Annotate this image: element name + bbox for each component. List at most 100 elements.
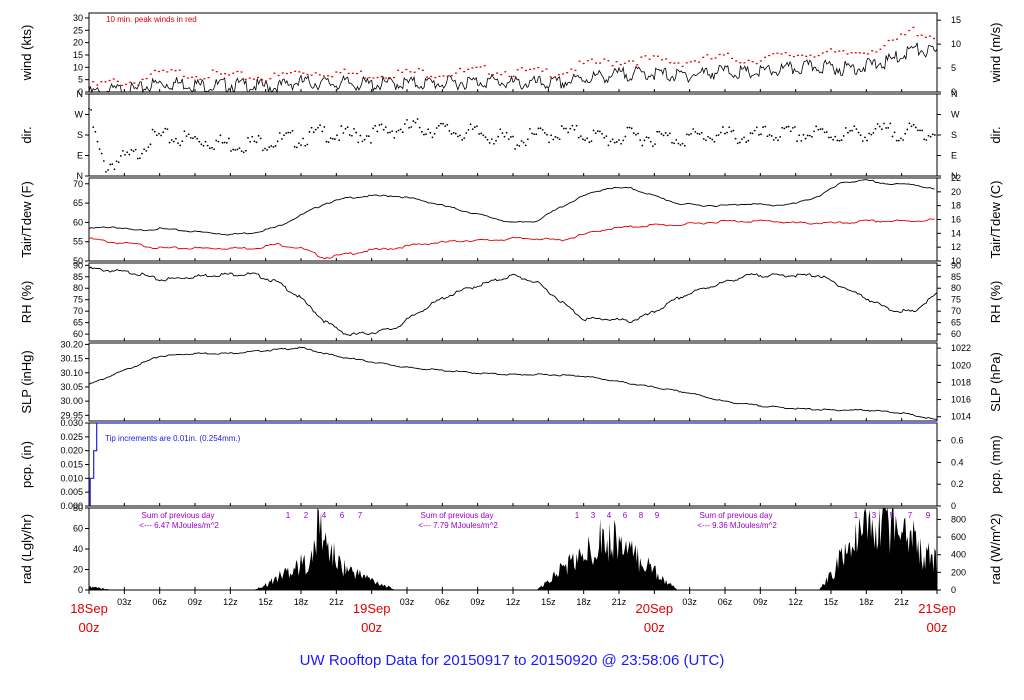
wind-direction-point: [654, 143, 656, 146]
wind-direction-point: [228, 137, 230, 140]
wind-direction-point: [736, 142, 739, 145]
wind-direction-point: [391, 130, 394, 133]
wind-direction-point: [350, 134, 353, 137]
wind-direction-point: [304, 144, 307, 147]
radiation-peak-marker: 1: [575, 511, 580, 520]
wind-direction-point: [215, 139, 218, 142]
wind-direction-point: [469, 123, 472, 126]
tair-series-line: [88, 179, 935, 236]
y-axis-label-right-3: RH (%): [988, 281, 1003, 324]
wind-direction-point: [690, 132, 692, 135]
wind-direction-point: [558, 138, 561, 141]
wind-direction-point: [753, 129, 756, 132]
wind-direction-point: [440, 122, 442, 125]
wind-direction-point: [181, 140, 184, 143]
ytick-label-right-4-4: 1022: [951, 343, 971, 353]
radiation-peak-marker: 4: [322, 511, 327, 520]
wind-direction-point: [743, 136, 745, 139]
wind-direction-point: [376, 130, 379, 133]
wind-direction-point: [323, 126, 326, 128]
wind-direction-point: [266, 149, 268, 151]
ytick-label-left-1-4: N: [77, 89, 84, 99]
ytick-label-left-4-2: 30.05: [60, 382, 83, 392]
wind-direction-point: [649, 140, 652, 143]
ytick-label-right-3-2: 70: [951, 306, 961, 316]
wind-direction-point: [541, 128, 544, 131]
xtick-hour-label: 03z: [682, 597, 697, 607]
wind-direction-point: [372, 127, 374, 130]
ytick-label-right-2-6: 22: [951, 173, 961, 183]
xtick-hour-label: 09z: [188, 597, 203, 607]
y-axis-label-left-6: rad (Lgly/hr): [19, 514, 34, 584]
wind-direction-point: [357, 141, 360, 144]
ytick-label-left-3-5: 85: [73, 272, 83, 282]
wind-direction-point: [539, 127, 542, 130]
wind-direction-point: [567, 131, 570, 134]
wind-direction-point: [278, 132, 281, 134]
radiation-peak-marker: 2: [304, 511, 309, 520]
wind-direction-point: [855, 128, 858, 131]
ytick-label-right-1-2: S: [951, 130, 957, 140]
radiation-peak-marker: 7: [358, 511, 363, 520]
wind-direction-point: [705, 139, 707, 142]
wind-direction-point: [499, 128, 502, 131]
wind-direction-point: [859, 134, 862, 137]
wind-direction-point: [811, 135, 813, 138]
wind-direction-point: [370, 141, 372, 144]
ytick-label-right-2-0: 10: [951, 256, 961, 266]
wind-direction-point: [177, 142, 179, 145]
wind-direction-point: [603, 136, 606, 139]
wind-direction-point: [486, 138, 489, 141]
wind-direction-point: [117, 161, 120, 164]
wind-direction-point: [851, 129, 854, 132]
wind-direction-point: [319, 124, 321, 127]
radiation-peak-marker: 3: [872, 511, 877, 520]
wind-direction-point: [365, 135, 368, 137]
wind-direction-point: [448, 130, 451, 132]
wind-direction-point: [522, 141, 525, 144]
wind-direction-point: [662, 134, 665, 137]
wind-direction-point: [537, 127, 540, 130]
wind-direction-point: [168, 141, 171, 144]
wind-direction-point: [794, 126, 796, 128]
wind-direction-point: [738, 141, 741, 144]
wind-direction-point: [897, 139, 900, 142]
wind-direction-point: [232, 148, 235, 151]
y-axis-label-left-4: SLP (inHg): [19, 350, 34, 413]
ytick-label-left-6-3: 60: [73, 524, 83, 534]
wind-direction-point: [531, 132, 533, 135]
day-sum-value: <--- 7.79 MJoules/m^2: [418, 521, 498, 530]
wind-direction-point: [143, 148, 146, 151]
wind-direction-point: [804, 137, 807, 140]
ytick-label-right-3-4: 80: [951, 283, 961, 293]
ytick-label-right-6-4: 800: [951, 514, 966, 524]
wind-direction-point: [444, 125, 447, 128]
wind-direction-point: [726, 131, 729, 134]
ytick-label-right-1-0: N: [951, 171, 958, 181]
wind-direction-point: [456, 135, 459, 138]
wind-direction-point: [450, 132, 453, 135]
wind-direction-point: [213, 148, 215, 151]
wind-direction-point: [100, 152, 103, 155]
wind-direction-point: [420, 130, 423, 133]
wind-direction-point: [191, 137, 194, 140]
ytick-label-left-6-1: 20: [73, 565, 83, 575]
wind-direction-point: [272, 146, 275, 148]
day-sum-value: <--- 6.47 MJoules/m^2: [139, 521, 219, 530]
wind-direction-point: [923, 138, 926, 141]
wind-direction-point: [361, 140, 364, 143]
wind-direction-point: [906, 128, 909, 131]
wind-direction-point: [387, 131, 389, 134]
ytick-label-left-5-2: 0.010: [60, 473, 83, 483]
day-sum-label: Sum of previous day: [700, 511, 773, 520]
wind-direction-point: [785, 126, 788, 128]
ytick-label-left-3-0: 60: [73, 329, 83, 339]
wind-direction-point: [321, 130, 324, 133]
wind-direction-point: [912, 123, 915, 126]
wind-direction-point: [760, 133, 762, 136]
wind-direction-point: [88, 107, 90, 110]
wind-direction-point: [516, 144, 519, 147]
y-axis-label-left-5: pcp. (in): [19, 441, 34, 488]
wind-direction-point: [683, 144, 686, 147]
ytick-label-right-1-4: N: [951, 89, 958, 99]
